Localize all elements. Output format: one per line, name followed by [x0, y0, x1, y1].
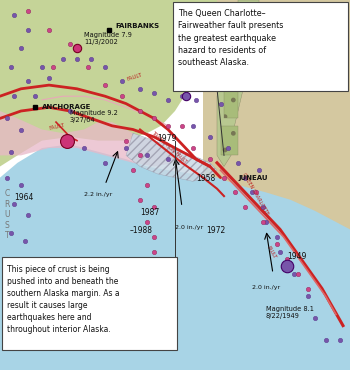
Polygon shape	[231, 15, 245, 52]
Text: Magnitude 8.0
9/10/1899: Magnitude 8.0 9/10/1899	[186, 73, 233, 86]
Text: A: A	[29, 304, 34, 313]
Text: 2.2 in./yr: 2.2 in./yr	[84, 192, 112, 197]
FancyBboxPatch shape	[2, 257, 177, 350]
Polygon shape	[0, 144, 350, 370]
Text: 1958: 1958	[196, 174, 215, 183]
Text: Magnitude 8.1
8/22/1949: Magnitude 8.1 8/22/1949	[266, 306, 314, 319]
Text: FAULT: FAULT	[126, 73, 143, 83]
Text: T: T	[43, 307, 48, 316]
Text: The Queen Charlotte–
Fairweather fault presents
the greatest earthquake
hazard t: The Queen Charlotte– Fairweather fault p…	[178, 9, 284, 67]
Text: FAULT: FAULT	[49, 122, 65, 131]
Text: L: L	[15, 296, 20, 305]
Text: QUEEN CHARLOTTE: QUEEN CHARLOTTE	[241, 172, 270, 216]
Text: FAULT: FAULT	[266, 245, 278, 260]
Text: 1979: 1979	[158, 134, 177, 142]
Text: Magnitude 7.9
11/3/2002: Magnitude 7.9 11/3/2002	[84, 32, 132, 46]
Polygon shape	[203, 0, 350, 370]
Polygon shape	[224, 89, 238, 118]
Text: 1972: 1972	[206, 226, 226, 235]
FancyBboxPatch shape	[173, 2, 348, 91]
Polygon shape	[228, 52, 241, 81]
Polygon shape	[217, 0, 259, 166]
Text: This piece of crust is being
pushed into and beneath the
southern Alaska margin.: This piece of crust is being pushed into…	[7, 265, 120, 334]
Text: 2.0 in./yr: 2.0 in./yr	[175, 225, 203, 231]
Text: FAIRBANKS: FAIRBANKS	[116, 23, 160, 29]
Polygon shape	[0, 111, 182, 166]
Text: Magnitude 9.2
3/27/64: Magnitude 9.2 3/27/64	[70, 110, 118, 123]
Text: JUNEAU: JUNEAU	[238, 175, 267, 181]
Text: TRANSITION FAULT: TRANSITION FAULT	[150, 130, 188, 164]
Text: 2.0 in./yr: 2.0 in./yr	[252, 285, 280, 290]
Text: 1987: 1987	[140, 208, 159, 216]
Polygon shape	[220, 126, 238, 155]
Text: –1988: –1988	[130, 226, 153, 235]
Text: 1949: 1949	[287, 252, 306, 261]
Text: 1964: 1964	[14, 193, 33, 202]
Polygon shape	[0, 0, 217, 166]
Text: ANCHORAGE: ANCHORAGE	[42, 104, 91, 110]
Text: P: P	[5, 282, 9, 290]
Text: C
R
U
S
T: C R U S T	[4, 189, 10, 240]
Polygon shape	[126, 133, 217, 181]
Text: E: E	[57, 311, 62, 320]
